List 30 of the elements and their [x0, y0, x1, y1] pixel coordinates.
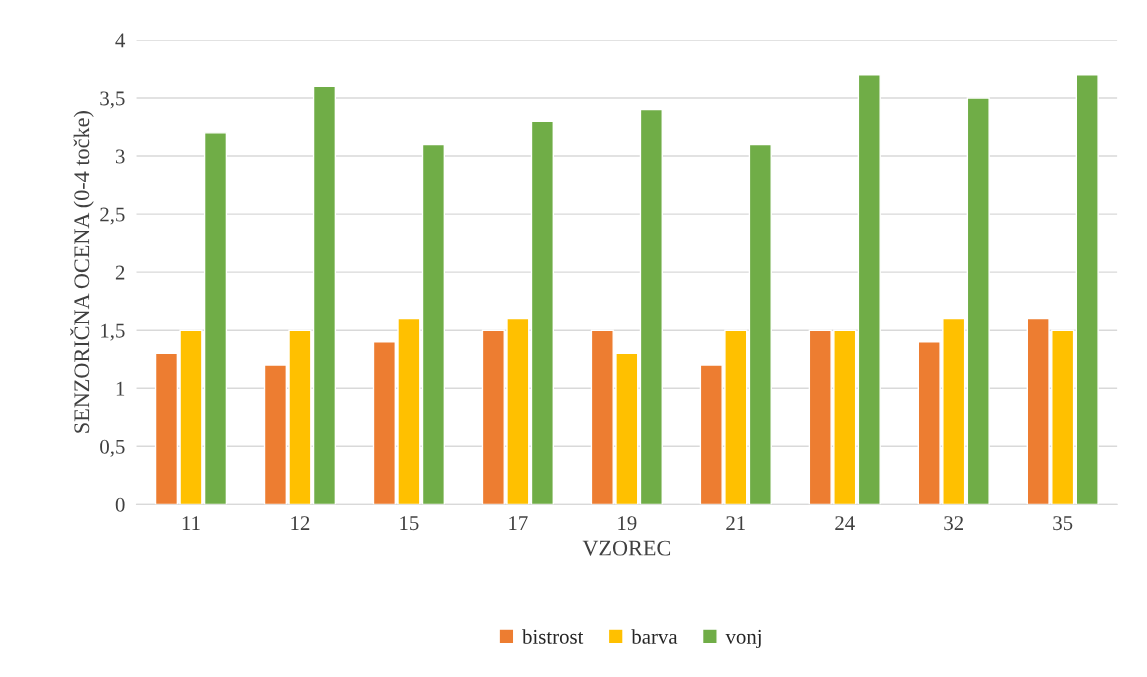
legend-label: barva — [631, 629, 678, 644]
x-tick-label: 24 — [835, 516, 855, 530]
x-axis-title: VZOREC — [582, 540, 671, 556]
x-tick-label: 17 — [509, 516, 528, 530]
bar — [639, 108, 663, 505]
bar — [748, 143, 772, 505]
legend-label: bistrost — [522, 629, 584, 644]
y-tick-label: 2 — [115, 265, 125, 280]
x-tick-label: 32 — [944, 516, 963, 531]
legend-label: vonj — [725, 629, 761, 649]
y-tick-label: 1,5 — [101, 323, 125, 341]
x-tick-label: 11 — [182, 516, 200, 530]
y-tick-label: 1 — [116, 381, 125, 396]
x-tick-label: 35 — [1053, 516, 1073, 531]
x-tick-label: 15 — [400, 516, 419, 531]
x-tick-label: 12 — [291, 516, 310, 530]
bar — [530, 120, 554, 505]
y-tick-label: 0,5 — [100, 439, 125, 457]
bar — [1075, 74, 1099, 505]
bar — [857, 74, 881, 505]
y-tick-label: 3 — [115, 149, 125, 164]
x-tick-label: 19 — [618, 516, 637, 531]
y-tick-label: 3,5 — [100, 91, 125, 109]
bar — [966, 97, 990, 505]
x-tick-label: 21 — [726, 516, 745, 530]
y-tick-label: 4 — [115, 33, 126, 48]
bar — [421, 143, 446, 505]
y-tick-label: 0 — [115, 497, 125, 512]
y-tick-label: 2,5 — [100, 207, 125, 225]
y-axis-title: SENZORIČNA OCENA (0-4 točke) — [70, 111, 94, 433]
